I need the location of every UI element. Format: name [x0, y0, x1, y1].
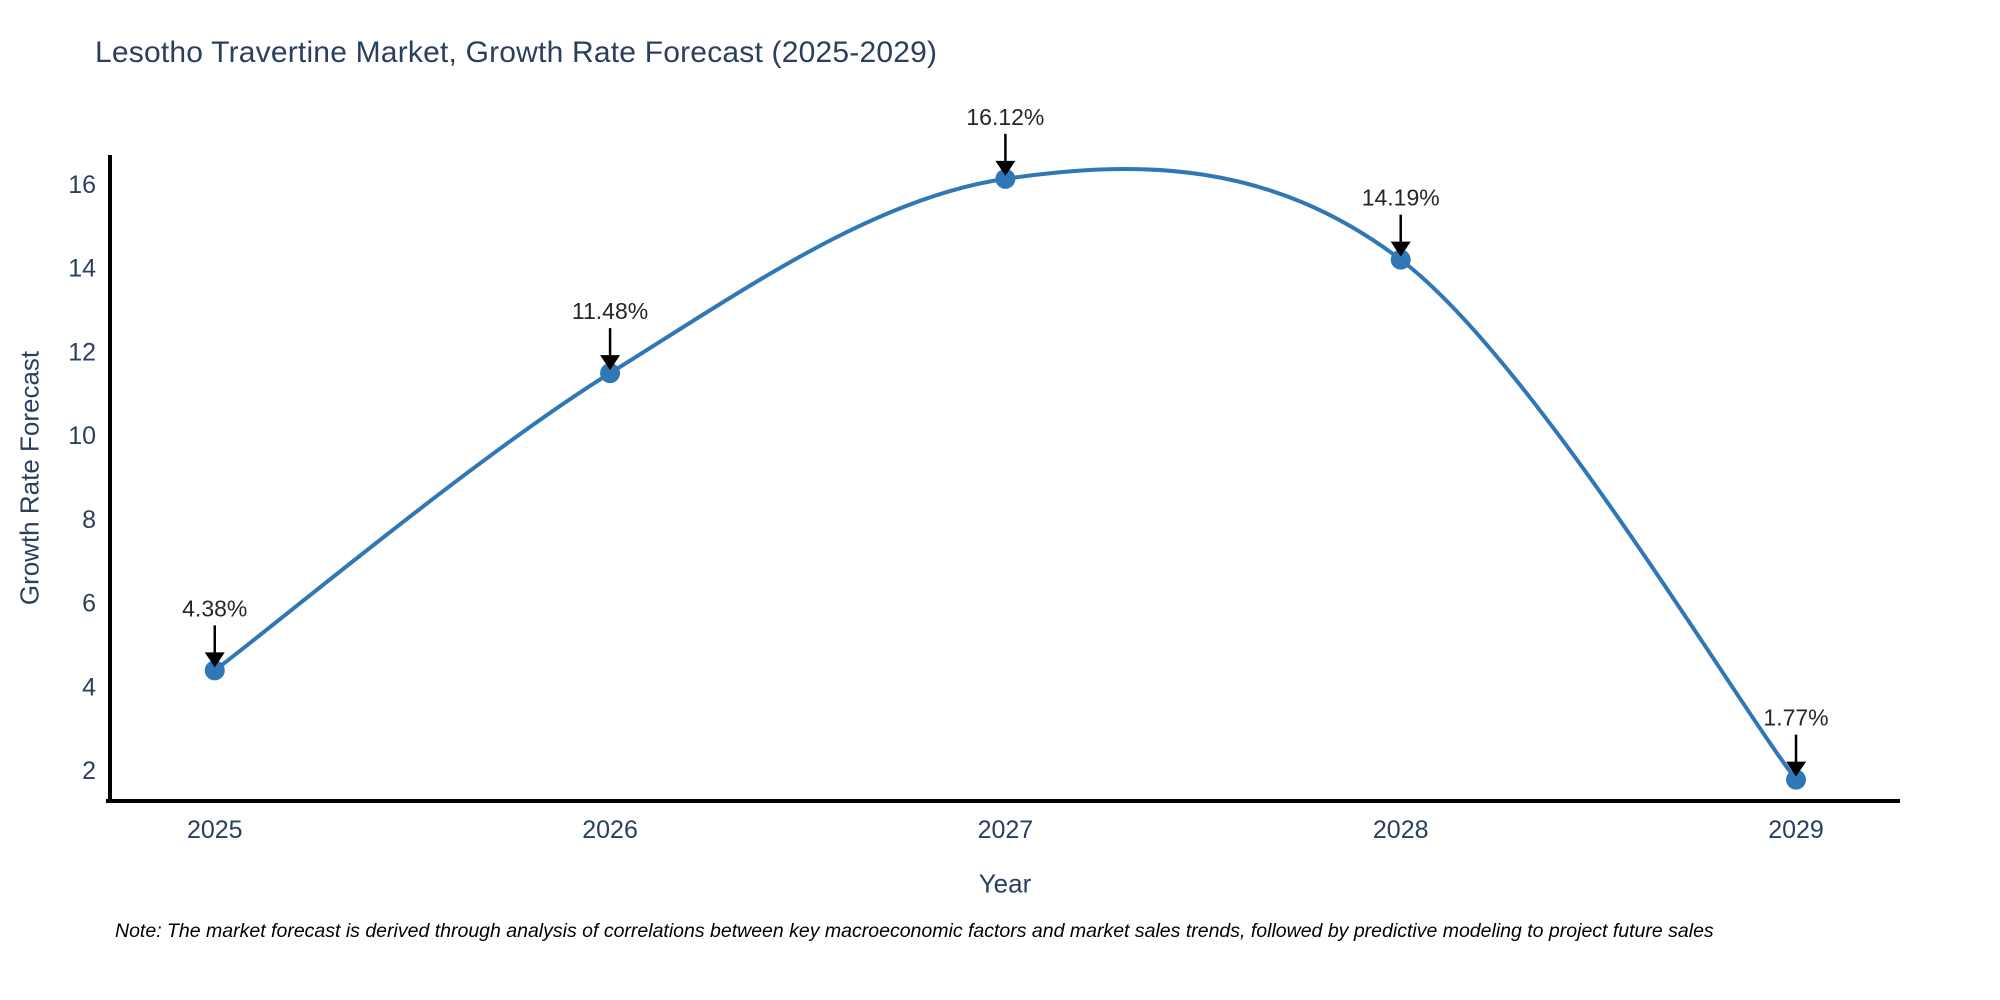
data-point-marker[interactable]: [204, 660, 225, 681]
y-tick-label: 4: [82, 673, 96, 701]
annotation-arrowhead-icon: [600, 355, 621, 371]
y-tick-label: 8: [82, 506, 96, 534]
annotation-arrowhead-icon: [995, 160, 1016, 176]
y-tick-label: 12: [68, 338, 96, 366]
y-tick-label: 16: [68, 171, 96, 199]
point-value-annotation: 14.19%: [1362, 185, 1440, 211]
y-tick-label: 10: [68, 422, 96, 450]
y-tick-label: 6: [82, 590, 96, 618]
y-tick-label: 2: [82, 757, 96, 785]
annotation-arrowhead-icon: [204, 652, 225, 668]
x-tick-label: 2027: [978, 816, 1034, 844]
point-value-annotation: 16.12%: [966, 104, 1044, 130]
x-tick-label: 2026: [582, 816, 638, 844]
point-value-annotation: 11.48%: [572, 298, 648, 324]
data-point-marker[interactable]: [1390, 249, 1411, 270]
point-value-annotation: 4.38%: [182, 595, 247, 621]
chart-title: Lesotho Travertine Market, Growth Rate F…: [95, 36, 938, 69]
data-point-marker[interactable]: [995, 168, 1016, 189]
annotation-arrowhead-icon: [1390, 241, 1411, 257]
x-axis-title: Year: [978, 868, 1032, 899]
data-point-marker[interactable]: [600, 363, 621, 384]
x-tick-label: 2025: [187, 816, 243, 844]
footnote-text: Note: The market forecast is derived thr…: [115, 920, 1714, 942]
x-tick-label: 2029: [1768, 816, 1824, 844]
point-value-annotation: 1.77%: [1763, 705, 1828, 731]
forecast-spline-line: [213, 167, 1798, 781]
annotation-arrowhead-icon: [1786, 761, 1807, 777]
y-tick-label: 14: [68, 255, 96, 283]
x-tick-label: 2028: [1373, 816, 1429, 844]
data-point-marker[interactable]: [1786, 769, 1807, 790]
